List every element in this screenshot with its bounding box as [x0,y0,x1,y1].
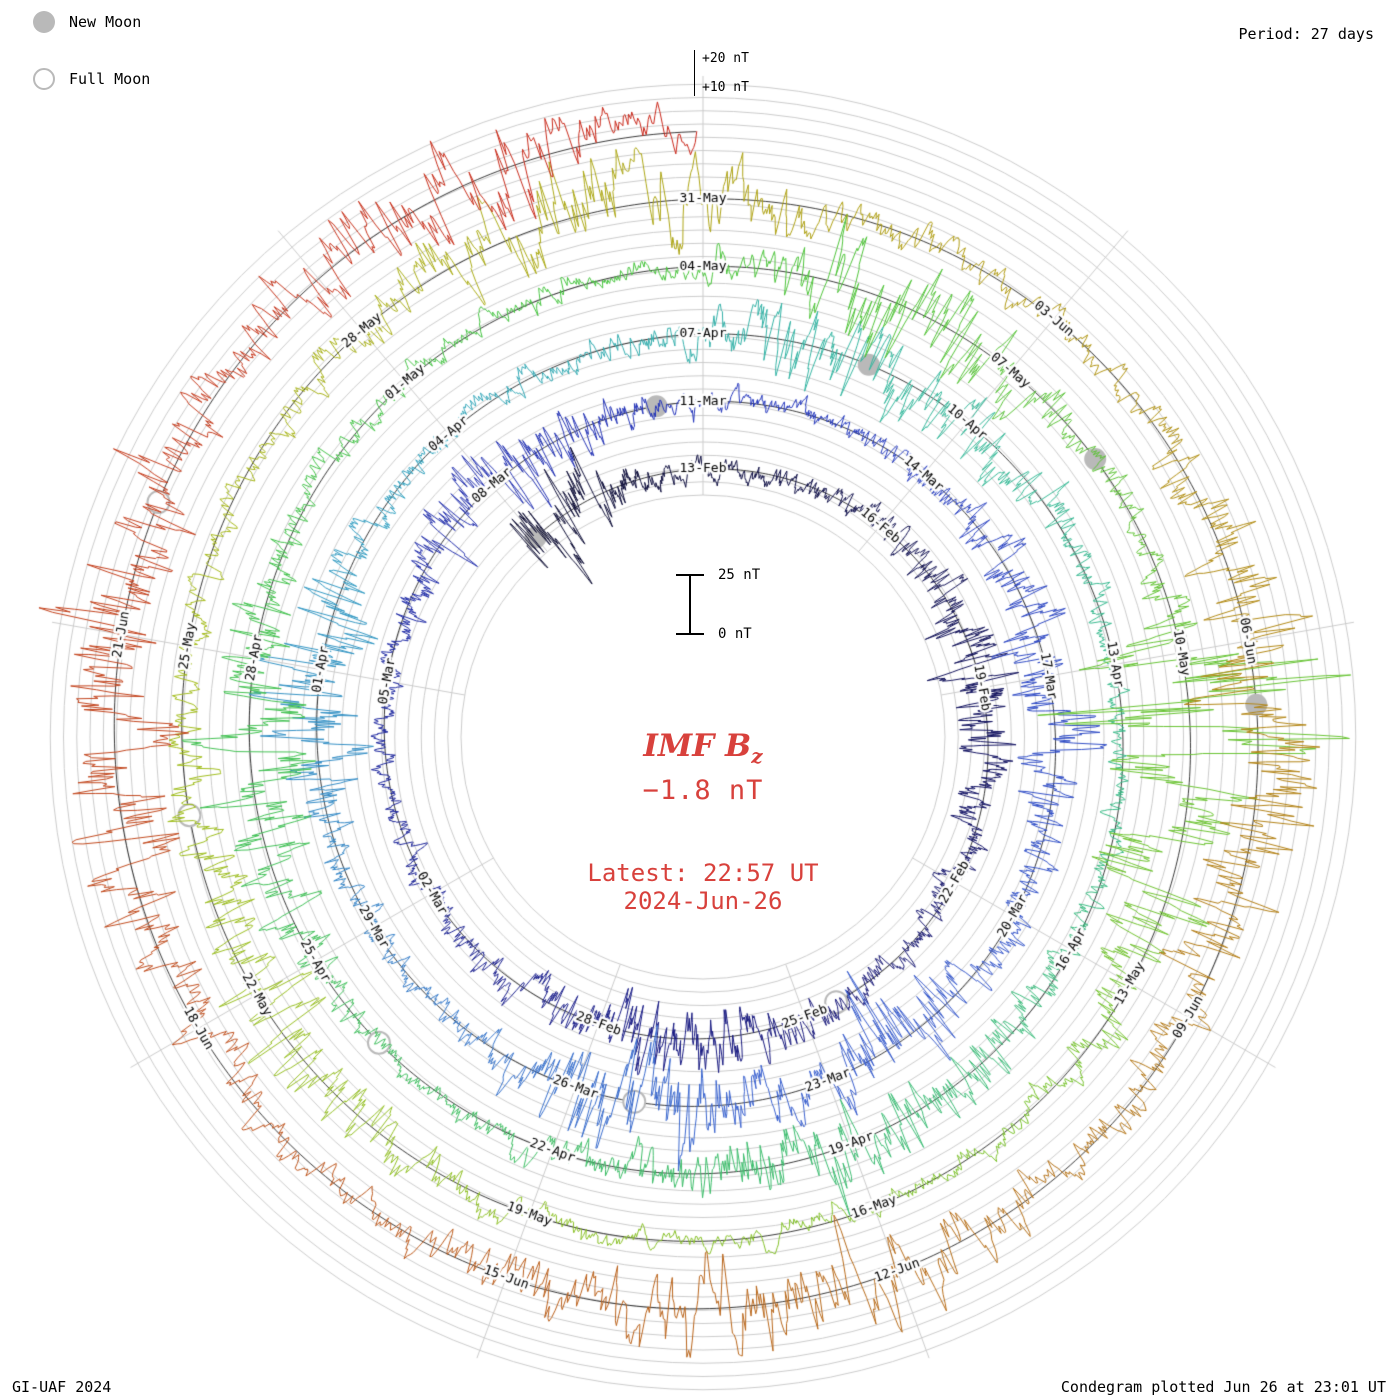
imf-bz-title: IMF Bz [503,728,903,768]
new-moon-icon [33,11,55,33]
period-label: Period: 27 days [1238,25,1374,43]
full-moon-icon [33,68,55,90]
latest-time: Latest: 22:57 UT [587,859,819,887]
scale-bar-top-label: 25 nT [718,567,761,583]
legend-new-moon: New Moon [33,11,141,33]
radial-scale-plus20: +20 nT [702,51,749,66]
latest-date: 2024-Jun-26 [623,886,783,915]
imf-bz-value: −1.8 nT [642,775,764,806]
new-moon-label: New Moon [69,13,142,31]
scale-bar-top-cap [676,574,704,576]
radial-scale-plus10: +10 nT [702,80,749,95]
scale-bar-bottom-label: 0 nT [718,626,752,642]
radial-scale-tick [694,50,695,96]
legend-full-moon: Full Moon [33,68,150,90]
imf-bz-subscript: z [751,744,763,769]
scale-bar-bottom-cap [676,633,704,635]
footer-credit: GI-UAF 2024 [12,1378,112,1396]
footer-plotted: Condegram plotted Jun 26 at 23:01 UT [1060,1378,1386,1396]
scale-bar-line [689,575,691,635]
imf-bz-title-text: IMF B [643,728,752,764]
full-moon-label: Full Moon [69,70,151,88]
latest-readout: Latest: 22:57 UT 2024-Jun-26 [453,859,953,915]
